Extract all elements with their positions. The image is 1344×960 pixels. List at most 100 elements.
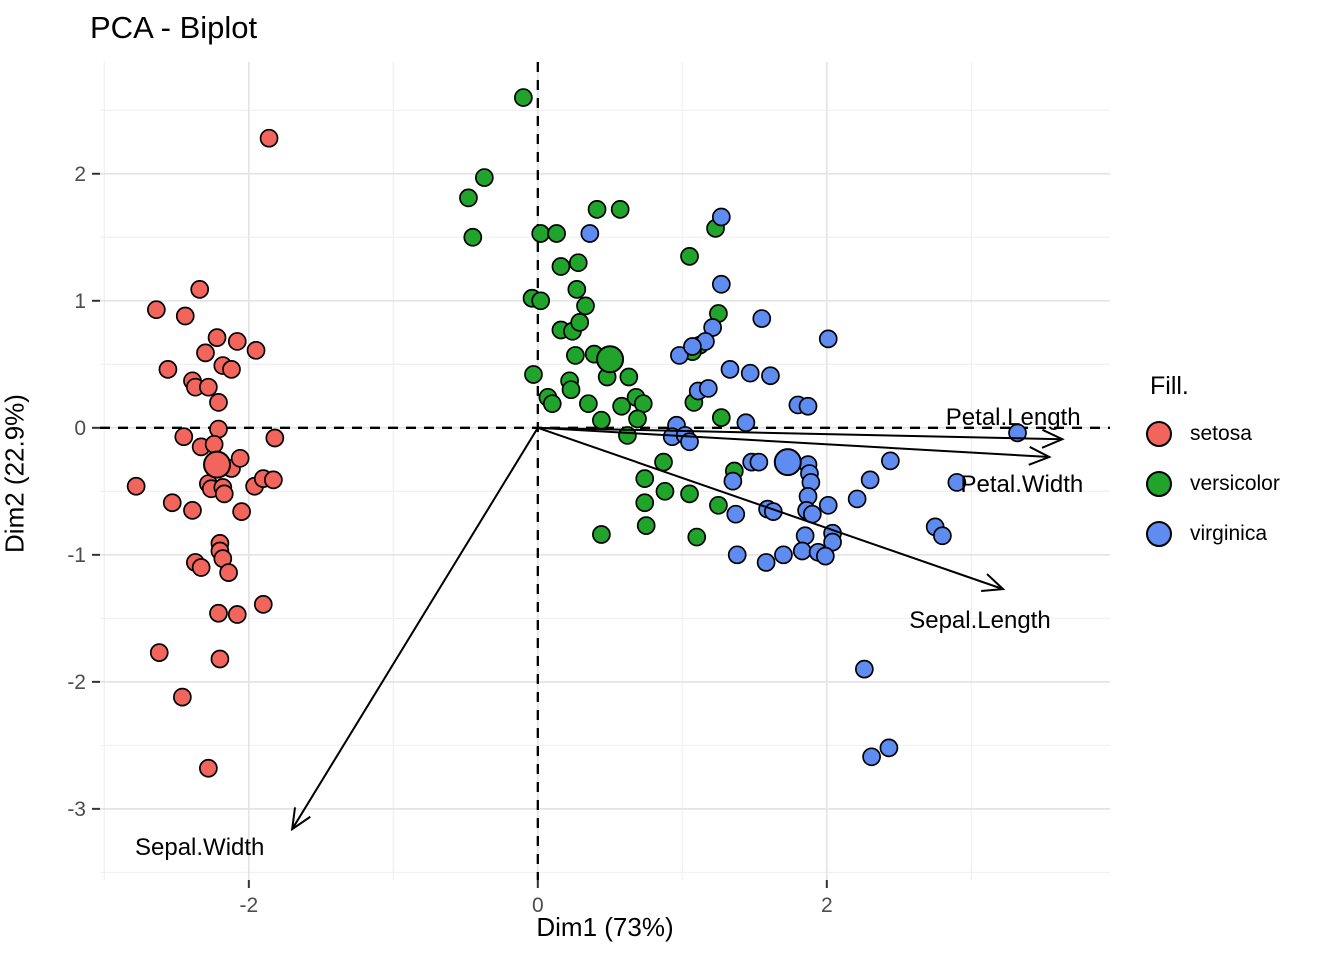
data-point-virginica <box>795 526 815 546</box>
data-point-versicolor <box>587 199 607 219</box>
y-tick-label: -1 <box>67 544 86 567</box>
data-point-versicolor <box>618 426 637 445</box>
data-point-virginica <box>798 396 818 416</box>
data-point-virginica <box>727 545 747 565</box>
vector-label-sepal-length: Sepal.Length <box>909 606 1051 634</box>
y-tick-label: 0 <box>74 417 86 440</box>
data-point-setosa <box>227 332 247 351</box>
data-point-virginica <box>723 471 743 491</box>
data-point-versicolor <box>612 396 631 416</box>
y-tick-label: -3 <box>67 798 86 821</box>
data-point-versicolor <box>711 408 731 428</box>
x-tick-label: 2 <box>821 894 833 917</box>
data-point-virginica <box>881 451 900 471</box>
data-point-setosa <box>183 501 202 520</box>
y-axis-title: Dim2 (22.9%) <box>0 394 30 553</box>
data-point-versicolor <box>547 224 566 243</box>
data-point-virginica <box>818 495 838 515</box>
data-point-virginica <box>726 504 746 524</box>
data-point-virginica <box>947 473 967 492</box>
data-point-virginica <box>711 207 731 227</box>
data-point-setosa <box>259 128 279 148</box>
data-point-setosa <box>174 427 194 447</box>
data-point-versicolor <box>654 452 673 472</box>
data-point-virginica <box>879 738 899 758</box>
data-point-versicolor <box>561 380 581 400</box>
centroid-setosa <box>203 450 232 479</box>
data-point-versicolor <box>619 367 639 387</box>
vector-arrow <box>537 426 1004 591</box>
data-point-setosa <box>173 687 192 707</box>
vector-arrowhead <box>981 573 1006 593</box>
data-point-virginica <box>1008 423 1027 443</box>
data-point-setosa <box>204 434 224 454</box>
data-point-setosa <box>210 649 230 669</box>
data-point-setosa <box>175 306 195 326</box>
data-point-versicolor <box>459 188 478 208</box>
data-point-setosa <box>147 300 166 320</box>
data-point-virginica <box>847 489 867 509</box>
data-point-virginica <box>670 346 689 365</box>
data-point-setosa <box>207 328 227 347</box>
data-point-setosa <box>162 493 182 513</box>
data-point-versicolor <box>680 246 699 266</box>
data-point-virginica <box>816 546 835 566</box>
data-point-versicolor <box>576 296 595 316</box>
data-point-setosa <box>246 340 266 360</box>
virginica-key-icon <box>1146 521 1172 547</box>
data-point-versicolor <box>551 257 571 276</box>
data-point-virginica <box>580 224 600 243</box>
data-point-setosa <box>232 502 251 521</box>
vector-label-petal-width: Petal.Width <box>960 470 1084 498</box>
vector-arrowhead <box>1041 428 1065 449</box>
data-point-versicolor <box>542 394 562 414</box>
data-point-setosa <box>199 758 218 778</box>
data-point-versicolor <box>655 481 675 501</box>
data-point-versicolor <box>567 280 587 299</box>
data-point-setosa <box>214 484 234 504</box>
legend-title: Fill. <box>1150 372 1189 400</box>
data-point-versicolor <box>636 516 656 535</box>
data-point-versicolor <box>635 469 655 488</box>
data-point-versicolor <box>531 291 551 311</box>
y-tick-label: -2 <box>67 671 86 694</box>
data-point-virginica <box>792 541 812 561</box>
data-point-setosa <box>199 377 218 397</box>
data-point-versicolor <box>570 313 590 332</box>
legend-label: versicolor <box>1190 472 1280 495</box>
data-point-setosa <box>209 603 228 623</box>
data-point-virginica <box>711 274 731 294</box>
data-point-setosa <box>222 360 241 379</box>
data-point-versicolor <box>680 484 699 504</box>
vector-label-petal-length: Petal.Length <box>945 403 1081 431</box>
data-point-virginica <box>683 337 702 356</box>
data-point-setosa <box>227 605 247 624</box>
legend-item-virginica: virginica <box>1146 521 1280 547</box>
y-tick-label: 1 <box>74 290 86 313</box>
data-point-virginica <box>761 366 780 386</box>
y-tick-label: 2 <box>74 163 86 186</box>
versicolor-key-icon <box>1146 471 1172 497</box>
data-point-setosa <box>196 343 215 363</box>
data-point-virginica <box>740 363 760 383</box>
data-point-versicolor <box>610 199 630 219</box>
vector-arrow <box>537 426 1063 441</box>
legend-label: setosa <box>1190 422 1252 445</box>
data-point-versicolor <box>635 493 655 513</box>
vector-arrowhead <box>1028 446 1052 466</box>
legend: Fill. setosa versicolor virginica <box>1146 372 1280 571</box>
data-point-setosa <box>190 280 210 299</box>
data-point-virginica <box>698 379 718 398</box>
data-point-virginica <box>818 329 838 349</box>
x-tick-label: -2 <box>239 894 258 917</box>
data-point-virginica <box>736 413 756 433</box>
data-point-virginica <box>752 309 772 328</box>
data-point-virginica <box>756 553 776 572</box>
vector-label-sepal-width: Sepal.Width <box>134 834 265 862</box>
data-point-versicolor <box>514 88 533 107</box>
data-point-virginica <box>860 470 880 490</box>
data-point-versicolor <box>579 394 598 414</box>
centroid-versicolor <box>596 345 625 374</box>
data-point-versicolor <box>524 365 543 384</box>
